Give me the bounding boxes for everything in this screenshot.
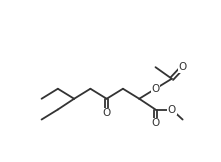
Text: O: O	[179, 62, 187, 72]
Text: O: O	[168, 104, 176, 115]
Text: O: O	[103, 108, 111, 118]
Text: O: O	[151, 84, 160, 94]
Text: O: O	[151, 118, 160, 128]
